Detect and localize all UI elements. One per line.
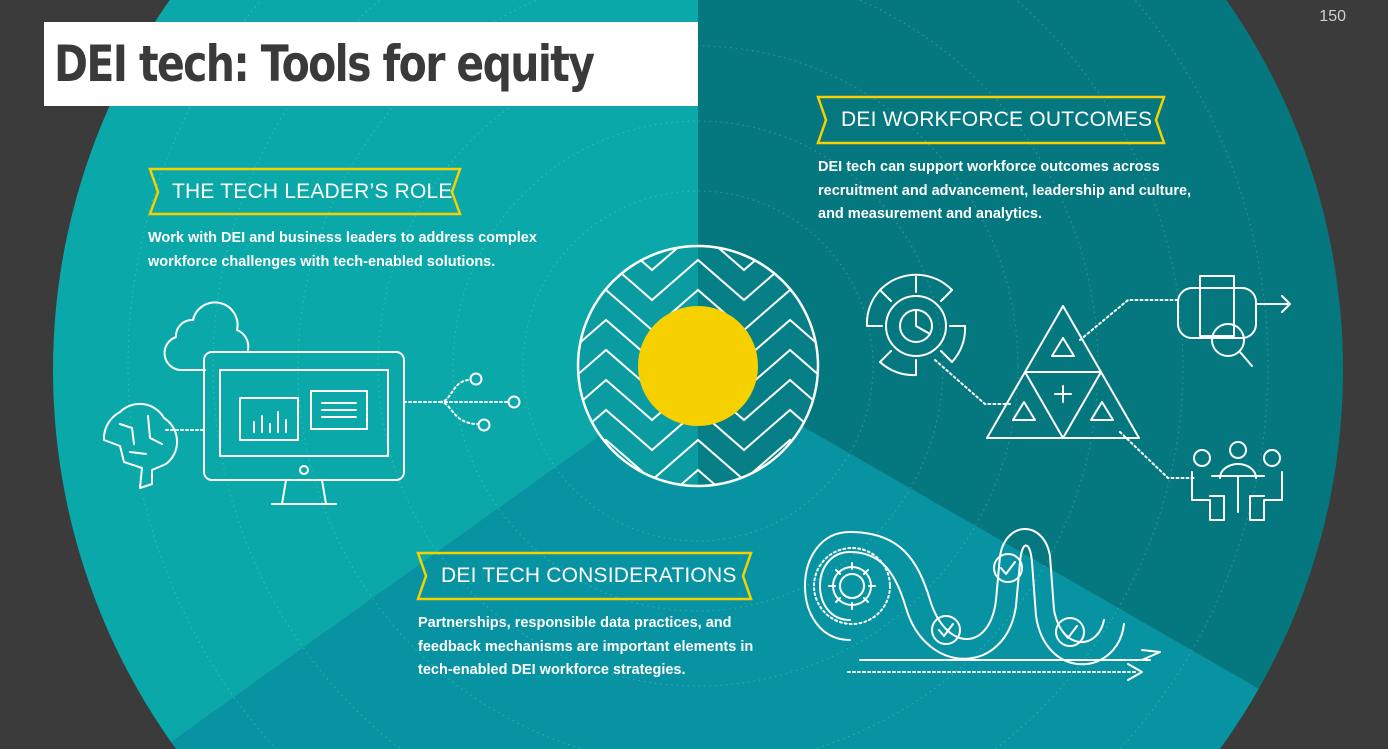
team-meeting-icon <box>1191 441 1283 521</box>
tech-considerations-body: Partnerships, responsible data practices… <box>418 612 753 683</box>
winding-road-icon <box>804 528 1161 681</box>
gear-pie-chart-icon <box>865 273 967 377</box>
page-title: DEI tech: Tools for equity <box>54 35 595 93</box>
tech-considerations-title: DEI TECH CONSIDERATIONS <box>441 564 737 587</box>
yellow-core-circle <box>638 306 758 426</box>
brain-icon <box>102 402 179 489</box>
tech-considerations-body-line: tech-enabled DEI workforce strategies. <box>418 662 686 678</box>
tech-leader-title: THE TECH LEADER’S ROLE <box>172 180 453 203</box>
tech-leader-body-line: workforce challenges with tech-enabled s… <box>148 253 496 270</box>
gear-icon <box>828 562 876 610</box>
workforce-outcomes-body-line: recruitment and advancement, leadership … <box>818 182 1192 199</box>
tech-considerations-body-line: feedback mechanisms are important elemen… <box>418 638 754 655</box>
banner-tech-leader <box>148 167 462 216</box>
checkmark-icon-2 <box>993 553 1023 583</box>
monitor-dashboard-icon <box>203 351 405 505</box>
central-chevron-emblem <box>576 244 820 488</box>
gear-connector-line <box>934 359 1011 405</box>
tech-leader-body: Work with DEI and business leaders to ad… <box>148 227 537 274</box>
team-connector-line <box>1119 431 1195 479</box>
banner-tech-considerations <box>416 551 753 601</box>
checkmark-icon-3 <box>1055 617 1085 647</box>
tech-considerations-body-line: Partnerships, responsible data practices… <box>418 615 732 631</box>
segment-tech-leader <box>53 0 698 749</box>
tech-leader-body-line: Work with DEI and business leaders to ad… <box>148 230 537 246</box>
hiring-search-icon <box>1177 275 1291 367</box>
workforce-outcomes-body: DEI tech can support workforce outcomes … <box>818 156 1191 227</box>
triangle-pyramid-icon <box>986 305 1140 439</box>
network-nodes-icon <box>403 372 521 432</box>
search-connector-line <box>1079 299 1179 341</box>
segment-workforce-outcomes <box>698 0 1343 749</box>
workforce-outcomes-title: DEI WORKFORCE OUTCOMES <box>841 108 1153 131</box>
section-banners <box>148 95 1166 601</box>
banner-workforce-outcomes <box>816 95 1166 145</box>
checkmark-icon <box>931 615 961 645</box>
title-banner: DEI tech: Tools for equity <box>44 22 698 106</box>
workforce-outcomes-body-line: and measurement and analytics. <box>818 206 1043 222</box>
page-number: 150 <box>1319 8 1346 25</box>
workforce-outcomes-body-line: DEI tech can support workforce outcomes … <box>818 159 1160 175</box>
cloud-icon <box>163 301 250 371</box>
